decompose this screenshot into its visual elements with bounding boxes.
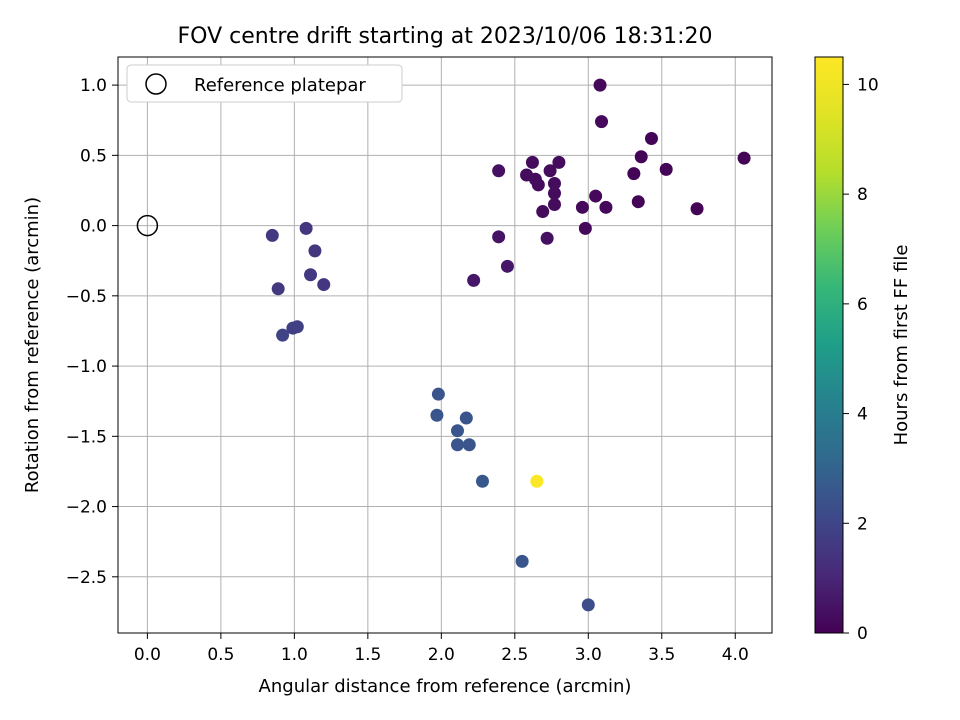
y-tick-label: −1.5 <box>66 427 107 447</box>
colorbar-label: Hours from first FF file <box>891 245 912 446</box>
data-point <box>525 155 539 169</box>
data-point <box>530 474 544 488</box>
colorbar-tick-label: 8 <box>857 185 868 205</box>
x-tick-label: 3.0 <box>575 645 602 665</box>
reference-point <box>136 214 159 237</box>
data-point <box>599 200 613 214</box>
data-point <box>492 164 506 178</box>
grid-lines <box>118 57 772 633</box>
data-point <box>462 438 476 452</box>
x-tick-label: 1.0 <box>281 645 308 665</box>
data-point <box>589 189 603 203</box>
legend-entry-reference: Reference platepar <box>194 75 366 96</box>
data-point <box>515 554 529 568</box>
data-point <box>659 162 673 176</box>
chart-title: FOV centre drift starting at 2023/10/06 … <box>178 24 713 49</box>
data-point <box>531 178 545 192</box>
x-tick-label: 0.0 <box>134 645 161 665</box>
x-tick-label: 3.5 <box>648 645 675 665</box>
legend: Reference platepar <box>126 64 403 103</box>
data-point <box>430 408 444 422</box>
colorbar: 0 2 4 6 8 10 Hours from first FF file <box>814 56 912 644</box>
colorbar-tick-label: 0 <box>857 624 868 644</box>
x-tick-label: 4.0 <box>722 645 749 665</box>
y-tick-label: 0.0 <box>80 217 107 237</box>
x-tick-label: 2.5 <box>501 645 528 665</box>
x-tick-label: 1.5 <box>354 645 381 665</box>
plot-frame <box>117 56 773 634</box>
plot-axes: 0.0 0.5 1.0 1.5 2.0 2.5 3.0 3.5 4.0 1.0 0.5 0.0 −0.5… <box>66 56 773 665</box>
data-point <box>467 273 481 287</box>
data-point <box>459 411 473 425</box>
x-axis-label: Angular distance from reference (arcmin) <box>259 676 632 697</box>
y-tick-label: 1.0 <box>80 76 107 96</box>
data-point <box>308 244 322 258</box>
data-point <box>265 228 279 242</box>
y-tick-label: 0.5 <box>80 146 107 166</box>
x-tick-label: 0.5 <box>207 645 234 665</box>
data-point <box>552 155 566 169</box>
data-point <box>575 200 589 214</box>
colorbar-tick-label: 4 <box>857 405 868 425</box>
data-point <box>690 202 704 216</box>
legend-marker-reference <box>145 73 167 95</box>
y-tick-label: −0.5 <box>66 287 107 307</box>
colorbar-ticks: 0 2 4 6 8 10 <box>843 75 879 644</box>
data-point <box>317 278 331 292</box>
data-point <box>547 186 561 200</box>
data-point <box>627 167 641 181</box>
colorbar-tick-label: 2 <box>857 514 868 534</box>
data-point <box>286 321 300 335</box>
data-point <box>450 438 464 452</box>
y-axis-label: Rotation from reference (arcmin) <box>22 197 43 493</box>
data-point <box>299 221 313 235</box>
data-point <box>543 164 557 178</box>
data-point <box>578 221 592 235</box>
y-tick-label: −2.5 <box>66 568 107 588</box>
y-tick-label: −2.0 <box>66 498 107 518</box>
data-point <box>492 230 506 244</box>
data-points <box>136 78 751 612</box>
data-point <box>644 131 658 145</box>
data-point <box>581 598 595 612</box>
data-point <box>271 282 285 296</box>
data-point <box>593 78 607 92</box>
data-point <box>547 198 561 212</box>
data-point <box>276 328 290 342</box>
data-point <box>595 115 609 129</box>
x-tick-label: 2.0 <box>428 645 455 665</box>
data-point <box>500 259 514 273</box>
colorbar-tick-label: 6 <box>857 295 868 315</box>
data-point <box>631 195 645 209</box>
data-point <box>450 424 464 438</box>
data-point <box>431 387 445 401</box>
y-tick-label: −1.0 <box>66 357 107 377</box>
colorbar-gradient <box>814 56 844 634</box>
data-point <box>475 474 489 488</box>
legend-box <box>126 64 403 103</box>
data-point <box>634 150 648 164</box>
data-point <box>547 176 561 190</box>
colorbar-tick-label: 10 <box>857 75 879 95</box>
data-point <box>540 231 554 245</box>
data-point <box>536 205 550 219</box>
data-point <box>304 268 318 282</box>
data-point <box>737 151 751 165</box>
